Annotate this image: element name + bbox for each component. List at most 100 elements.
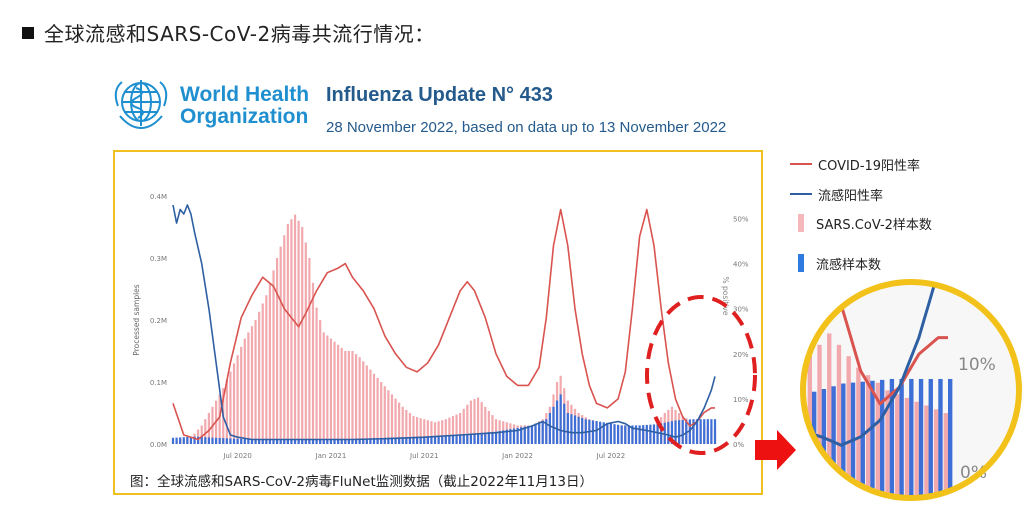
bar-flu-samples bbox=[634, 425, 638, 444]
bar-covid-samples bbox=[293, 214, 297, 444]
y-right-axis-label: % positive bbox=[721, 277, 730, 316]
bar-flu-samples bbox=[372, 438, 376, 444]
bar-flu-samples bbox=[261, 439, 264, 444]
bar-covid-samples bbox=[319, 320, 322, 444]
bar-covid-samples bbox=[344, 351, 347, 444]
bar-flu-samples bbox=[275, 439, 279, 444]
bar-flu-samples bbox=[577, 416, 580, 444]
bar-flu-samples bbox=[182, 437, 185, 444]
bar-flu-samples bbox=[419, 436, 422, 444]
bar-flu-samples bbox=[408, 437, 412, 444]
bar-flu-samples bbox=[552, 406, 555, 444]
zoom-bar-flu bbox=[918, 378, 924, 498]
bar-flu-samples bbox=[523, 426, 526, 444]
bar-covid-samples bbox=[297, 220, 300, 444]
bar-flu-samples bbox=[240, 438, 243, 444]
bar-flu-samples bbox=[179, 437, 182, 444]
y-right-tick-label: 20% bbox=[733, 351, 749, 359]
slide-heading: 全球流感和SARS-CoV-2病毒共流行情况： bbox=[22, 18, 435, 47]
flunet-chart: 0.0M 0.1M 0.2M 0.3M 0.4M 0% 10% 20% 30% 40% 50% Pro… bbox=[132, 193, 749, 460]
bar-flu-samples bbox=[283, 439, 286, 444]
bar-flu-samples bbox=[430, 436, 433, 444]
bar-flu-samples bbox=[351, 439, 354, 444]
bar-flu-samples bbox=[337, 439, 340, 444]
bar-flu-samples bbox=[505, 429, 508, 444]
bar-flu-samples bbox=[710, 419, 713, 444]
bar-flu-samples bbox=[279, 439, 282, 444]
bar-flu-samples bbox=[455, 434, 458, 444]
zoom-bar-flu bbox=[928, 378, 933, 498]
bar-covid-samples bbox=[229, 371, 232, 444]
bar-flu-samples bbox=[441, 435, 444, 444]
bar-covid-samples bbox=[394, 398, 397, 444]
bar-flu-samples bbox=[354, 438, 358, 444]
bar-flu-samples bbox=[527, 426, 530, 444]
bar-flu-samples bbox=[426, 436, 429, 444]
bar-flu-samples bbox=[383, 437, 386, 444]
bar-flu-samples bbox=[433, 436, 437, 444]
bar-covid-samples bbox=[437, 421, 440, 444]
bar-covid-samples bbox=[419, 418, 422, 444]
bar-flu-samples bbox=[362, 438, 365, 444]
y-left-tick-label: 0.3M bbox=[150, 255, 167, 263]
bar-flu-samples bbox=[319, 439, 322, 444]
bar-covid-samples bbox=[473, 399, 476, 444]
bar-covid-samples bbox=[218, 394, 221, 444]
bar-flu-samples bbox=[193, 436, 196, 444]
bar-flu-samples bbox=[494, 431, 498, 444]
bar-covid-samples bbox=[358, 357, 361, 444]
bar-covid-samples bbox=[441, 420, 444, 444]
bar-flu-samples bbox=[437, 435, 440, 444]
bar-covid-samples bbox=[240, 346, 243, 444]
bar-flu-samples bbox=[502, 430, 505, 444]
bar-covid-samples bbox=[279, 246, 282, 444]
zoom-bar-flu bbox=[841, 383, 846, 498]
bar-covid-samples bbox=[451, 416, 455, 444]
bar-flu-samples bbox=[340, 439, 343, 444]
bar-flu-samples bbox=[268, 439, 272, 444]
bar-flu-samples bbox=[448, 435, 451, 444]
zoom-bar-flu bbox=[870, 380, 875, 498]
bar-flu-samples bbox=[656, 424, 659, 444]
y-left-tick-label: 0.2M bbox=[150, 317, 167, 325]
bar-covid-samples bbox=[225, 379, 228, 444]
bar-flu-samples bbox=[380, 438, 383, 444]
bar-covid-samples bbox=[365, 365, 368, 444]
bar-covid-samples bbox=[480, 402, 483, 444]
bar-flu-samples bbox=[509, 429, 512, 444]
chart-frame: 0.0M 0.1M 0.2M 0.3M 0.4M 0% 10% 20% 30% 40% 50% Pro… bbox=[113, 150, 763, 495]
bar-covid-samples bbox=[362, 361, 365, 444]
heading-text: 全球流感和SARS-CoV-2病毒共流行情况： bbox=[44, 22, 435, 46]
bar-flu-samples bbox=[232, 438, 236, 444]
bar-flu-samples bbox=[444, 435, 447, 444]
line-flu-positivity bbox=[172, 204, 716, 441]
bar-covid-samples bbox=[311, 282, 315, 444]
bar-flu-samples bbox=[204, 437, 207, 444]
bar-flu-samples bbox=[175, 437, 178, 444]
bar-flu-samples bbox=[171, 437, 175, 444]
bar-covid-samples bbox=[290, 219, 293, 444]
bar-covid-samples bbox=[369, 369, 372, 444]
y-left-axis-label: Processed samples bbox=[132, 284, 141, 355]
bar-covid-samples bbox=[207, 413, 210, 444]
legend-swatch bbox=[790, 193, 812, 195]
bar-flu-samples bbox=[652, 424, 656, 444]
legend-item-covid-samples: SARS.CoV-2样本数 bbox=[790, 213, 932, 233]
bar-covid-samples bbox=[448, 417, 451, 444]
bar-covid-samples bbox=[250, 326, 254, 444]
y-right-tick-label: 50% bbox=[733, 216, 749, 224]
bar-covid-samples bbox=[261, 303, 264, 444]
chart-legend: COVID-19阳性率 流感阳性率 SARS.CoV-2样本数 流感样本数 bbox=[790, 150, 1020, 280]
zoom-bar-flu bbox=[899, 378, 904, 498]
zoom-tick-label: 0% bbox=[960, 463, 987, 483]
y-right-tick-label: 10% bbox=[733, 396, 749, 404]
bullet-square bbox=[22, 27, 34, 39]
bar-flu-samples bbox=[476, 433, 480, 444]
bar-flu-samples bbox=[369, 438, 372, 444]
zoom-bar-covid bbox=[943, 413, 948, 498]
bar-flu-samples bbox=[344, 439, 347, 444]
y-left-tick-label: 0.0M bbox=[150, 441, 167, 449]
bar-flu-samples bbox=[423, 436, 426, 444]
bar-covid-samples bbox=[462, 408, 465, 444]
bar-covid-samples bbox=[484, 406, 487, 444]
